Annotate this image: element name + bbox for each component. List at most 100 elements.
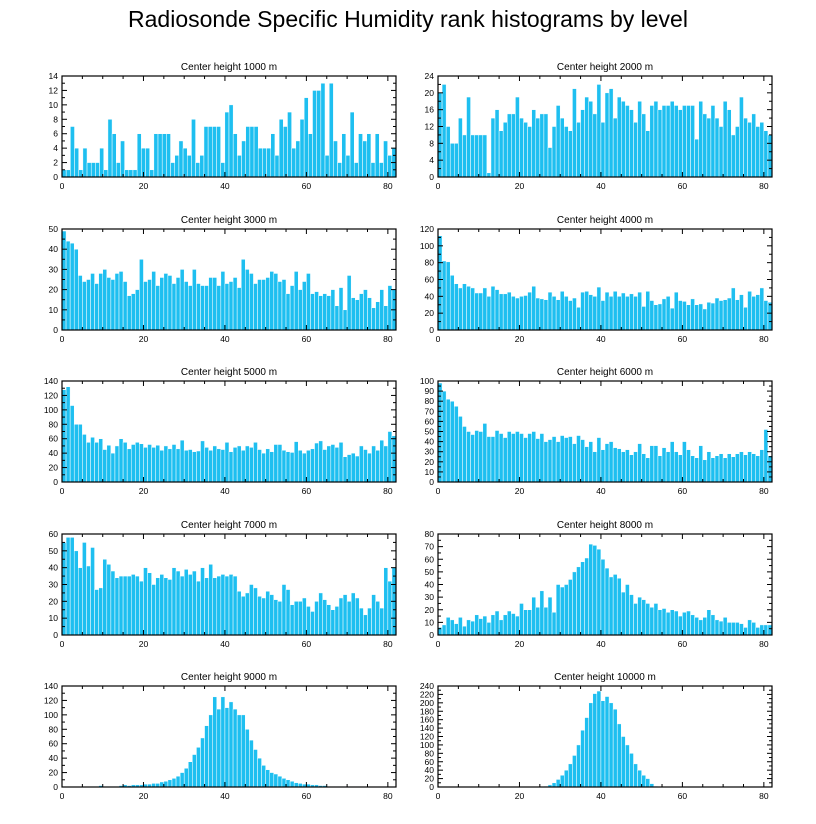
histogram-bar [441,390,447,483]
y-tick-label: 20 [425,605,435,615]
histogram-bar [171,283,177,331]
x-tick-label: 0 [60,791,65,801]
histogram-bar [568,579,573,636]
histogram-bar [379,289,385,331]
histogram-bar [285,589,291,636]
histogram-bar [568,436,573,483]
histogram-bar [515,96,520,178]
histogram-bar [506,113,512,178]
histogram-bar [143,567,148,636]
histogram-bar [277,775,283,788]
histogram-bar [621,451,626,483]
histogram-bar [657,303,663,331]
histogram-bar [149,169,155,178]
histogram-bar [559,117,565,178]
y-tick-label: 30 [425,592,435,602]
histogram-bar [751,113,756,178]
histogram-panel: Center height 9000 m 0 20 40 60 80 100 120 140 0 2… [44,672,397,801]
histogram-bar [170,162,175,178]
histogram-bar [710,302,716,331]
x-tick-label: 40 [596,791,606,801]
histogram-bar [86,442,91,483]
histogram-bar [289,285,295,331]
histogram-bar [621,591,626,636]
histogram-bar [314,442,319,483]
histogram-bar [625,296,630,331]
histogram-bar [126,295,132,331]
histogram-bar [188,574,193,636]
histogram-bar [175,570,181,636]
histogram-bar [316,90,322,178]
x-tick-label: 0 [436,334,441,344]
histogram-bar [303,97,309,178]
histogram-panel: Center height 5000 m 0 20 40 60 80 100 120 140 0 2… [44,367,397,496]
x-tick-label: 40 [220,334,230,344]
histogram-bar [345,155,351,178]
histogram-bar [523,122,528,178]
histogram-bar [486,436,492,483]
y-tick-label: 80 [425,748,435,758]
histogram-bar [167,448,173,483]
histogram-bar [257,757,262,788]
histogram-bar [342,456,348,483]
x-tick-label: 20 [139,181,149,191]
histogram-bar [163,577,169,636]
histogram-bar [178,140,184,178]
histogram-bar [341,133,347,178]
histogram-bar [82,542,87,636]
histogram-bar [478,431,484,483]
histogram-bar [98,587,103,636]
histogram-bar [592,545,598,636]
histogram-bar [371,445,376,483]
histogram-bar [686,304,691,331]
histogram-bar [245,729,250,788]
histogram-bar [535,606,541,636]
histogram-bar [633,296,638,331]
y-tick-label: 60 [425,416,435,426]
histogram-bar [645,130,651,178]
histogram-bar [183,767,189,788]
y-tick-label: 50 [425,427,435,437]
histogram-bar [151,447,156,483]
histogram-bar [334,606,340,636]
histogram-bar [706,451,712,483]
histogram-bar [649,445,655,483]
histogram-bar [212,577,218,636]
histogram-bar [564,437,569,483]
histogram-bar [167,275,173,331]
histogram-bar [657,109,663,178]
panel-title: Center height 3000 m [181,215,277,226]
histogram-bar [232,447,238,483]
histogram-bar [576,435,581,483]
histogram-bar [297,289,303,331]
histogram-bar [686,610,691,636]
histogram-bar [132,169,138,178]
histogram-bar [161,133,167,178]
histogram-bar [698,619,703,636]
histogram-bar [478,618,484,636]
y-tick-label: 80 [425,396,435,406]
histogram-bar [114,273,120,331]
y-tick-label: 40 [49,753,59,763]
histogram-bar [653,603,659,636]
panel-title: Center height 2000 m [557,62,653,73]
histogram-bar [269,451,275,483]
histogram-bar [739,623,744,636]
histogram-bar [731,287,736,331]
histogram-bar [608,702,614,788]
histogram-bar [220,449,226,483]
histogram-bar [506,610,512,636]
y-tick-label: 160 [420,715,434,725]
histogram-bar [253,126,259,178]
histogram-bar [273,273,279,331]
histogram-bar [584,446,589,483]
histogram-bar [320,82,326,178]
histogram-bar [346,275,352,331]
histogram-bar [322,293,327,331]
histogram-bar [237,155,242,178]
histogram-bar [763,130,769,178]
histogram-bar [600,122,606,178]
histogram-bar [359,445,364,483]
y-tick-label: 90 [425,386,435,396]
histogram-bar [330,609,336,636]
